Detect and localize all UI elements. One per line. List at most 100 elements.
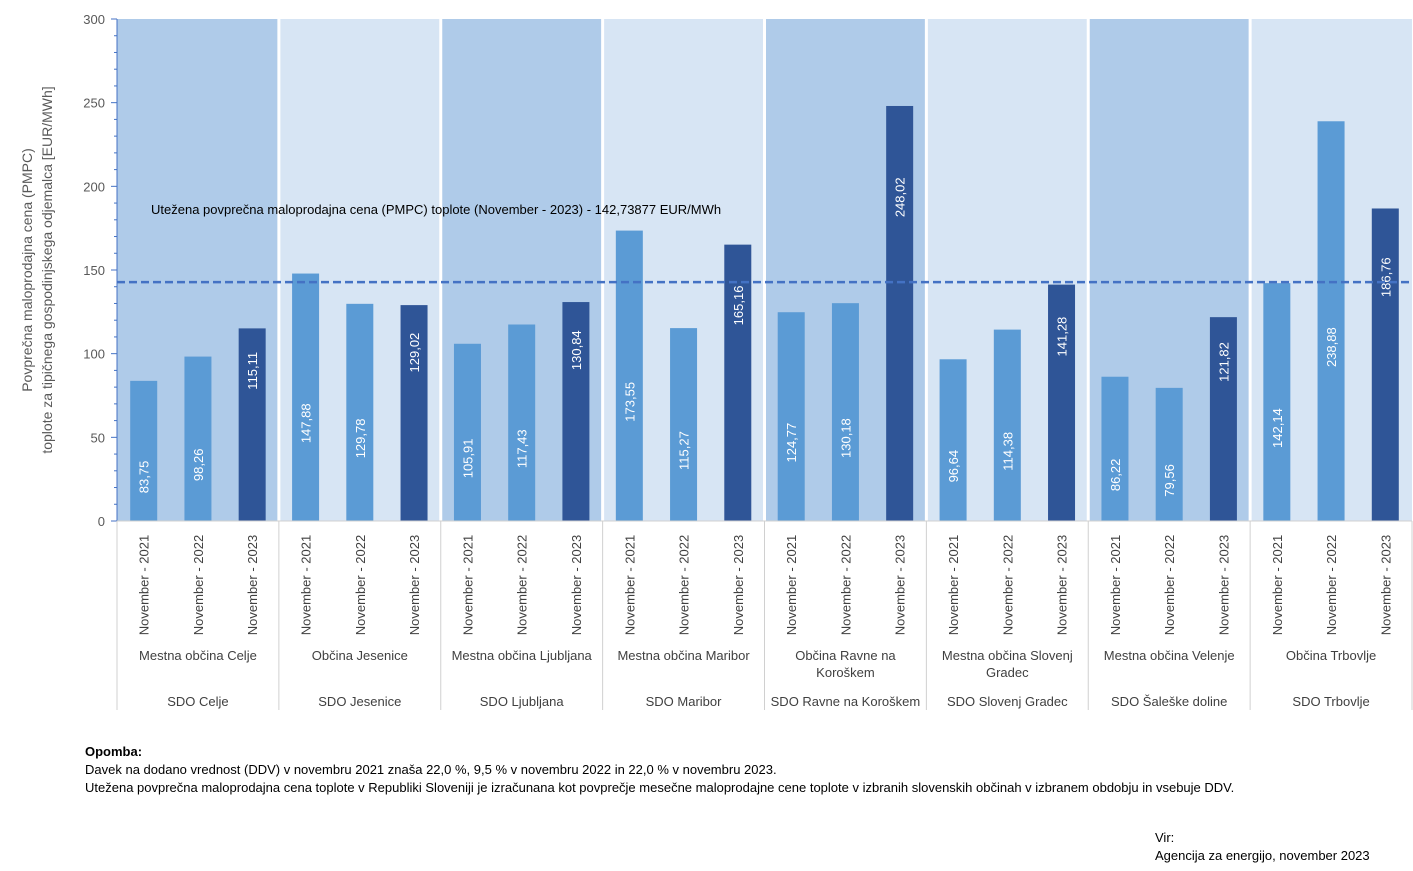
y-tick-label: 0 [98,514,105,529]
municipality-label: Občina Ravne na [795,648,896,663]
source-label: Vir: [1155,830,1175,845]
y-tick-label: 200 [83,179,105,194]
municipality-label: Občina Jesenice [312,648,408,663]
y-tick-label: 100 [83,347,105,362]
bar-value-label: 83,75 [137,461,152,494]
note-line-1: Davek na dodano vrednost (DDV) v novembr… [85,762,777,777]
bar [670,328,698,521]
municipality-label: Koroškem [816,665,875,680]
x-tick-label: November - 2023 [1216,535,1231,635]
bar [1048,284,1076,521]
bar [130,380,158,521]
y-tick-label: 50 [91,430,105,445]
bar-value-label: 129,02 [407,333,422,373]
bar-value-label: 124,77 [784,423,799,463]
bar [939,359,967,521]
bar [1209,317,1237,521]
municipality-label: Občina Trbovlje [1286,648,1376,663]
x-tick-label: November - 2023 [1055,535,1070,635]
sdo-label: SDO Ljubljana [480,694,565,709]
bar [1263,283,1291,521]
bars: 83,75 98,26 115,11 147,88 129,78 129,02 105,91… [130,105,1399,522]
x-tick-label: November - 2021 [946,535,961,635]
x-tick-label: November - 2022 [677,535,692,635]
average-line-label: Utežena povprečna maloprodajna cena (PMP… [151,202,721,217]
x-tick-label: November - 2021 [622,535,637,635]
bar [831,303,859,521]
x-axis: November - 2021 November - 2022 November -… [116,520,1413,710]
bar-chart: 0 50 100 150 200 250 300 83,75 98,26 115,11 147,8… [19,12,1413,710]
bar [562,302,590,521]
bar-value-label: 115,27 [677,431,692,470]
x-tick-label: November - 2022 [515,535,530,635]
x-tick-label: November - 2023 [407,535,422,635]
bar [292,273,320,521]
municipality-label: Mestna občina Celje [139,648,257,663]
sdo-label: SDO Celje [167,694,228,709]
y-axis-title-line-2: toplote za tipičnega gospodinjskega odje… [39,86,55,453]
y-axis-title-line-1: Povprečna maloprodajna cena (PMPC) [19,148,35,392]
x-tick-label: November - 2023 [1378,535,1393,635]
x-tick-label: November - 2022 [1162,535,1177,635]
bar [238,328,266,521]
x-tick-label: November - 2022 [1000,535,1015,635]
sdo-label: SDO Jesenice [318,694,401,709]
x-tick-label: November - 2022 [353,535,368,635]
y-tick-label: 300 [83,12,105,27]
x-tick-label: November - 2023 [731,535,746,635]
sdo-label: SDO Slovenj Gradec [947,694,1068,709]
note-line-2: Utežena povprečna maloprodajna cena topl… [85,780,1235,795]
note: Opomba: Davek na dodano vrednost (DDV) v… [85,743,1234,797]
bar-value-label: 115,11 [245,352,260,390]
x-tick-label: November - 2022 [838,535,853,635]
average-line-group: Utežena povprečna maloprodajna cena (PMP… [117,202,1412,284]
bar-value-label: 238,88 [1324,327,1339,367]
bar-value-label: 114,38 [1000,432,1015,471]
bar [1101,376,1129,521]
bar-value-label: 121,82 [1216,342,1231,382]
x-tick-label: November - 2021 [299,535,314,635]
bar-value-label: 105,91 [460,439,475,479]
bar [1317,121,1345,521]
municipality-label: Mestna občina Velenje [1104,648,1235,663]
bar-value-label: 142,14 [1270,408,1285,448]
sdo-label: SDO Maribor [646,694,723,709]
bar [615,230,643,521]
bar [508,324,536,521]
municipality-label: Mestna občina Maribor [617,648,750,663]
bar [453,343,481,521]
y-tick-label: 250 [83,96,105,111]
bar [184,356,212,521]
bar-value-label: 173,55 [622,382,637,422]
x-tick-label: November - 2021 [460,535,475,635]
source: Vir: Agencija za energijo, november 2023 [1155,829,1370,865]
bar [1371,208,1399,521]
y-tick-label: 150 [83,263,105,278]
bar-value-label: 165,16 [731,286,746,326]
bar-value-label: 86,22 [1108,459,1123,492]
bar-value-label: 186,76 [1378,257,1393,297]
bar-value-label: 248,02 [893,177,908,217]
bar [1155,387,1183,521]
municipality-label: Gradec [986,665,1029,680]
y-axis: 0 50 100 150 200 250 300 [83,12,118,529]
source-text: Agencija za energijo, november 2023 [1155,848,1370,863]
sdo-label: SDO Trbovlje [1292,694,1369,709]
bar [724,244,752,521]
x-tick-label: November - 2021 [784,535,799,635]
bar [346,303,374,521]
bar [777,312,805,521]
x-tick-label: November - 2023 [245,535,260,635]
note-title: Opomba: [85,744,143,759]
x-tick-label: November - 2022 [191,535,206,635]
bar [400,305,428,521]
bar-value-label: 130,84 [569,330,584,370]
bar-value-label: 79,56 [1162,464,1177,497]
bar-value-label: 130,18 [838,418,853,458]
bar-value-label: 129,78 [353,419,368,459]
bar-value-label: 117,43 [515,429,530,468]
x-tick-label: November - 2021 [1108,535,1123,635]
x-tick-label: November - 2021 [137,535,152,635]
bar-value-label: 141,28 [1055,317,1070,357]
x-tick-label: November - 2023 [893,535,908,635]
